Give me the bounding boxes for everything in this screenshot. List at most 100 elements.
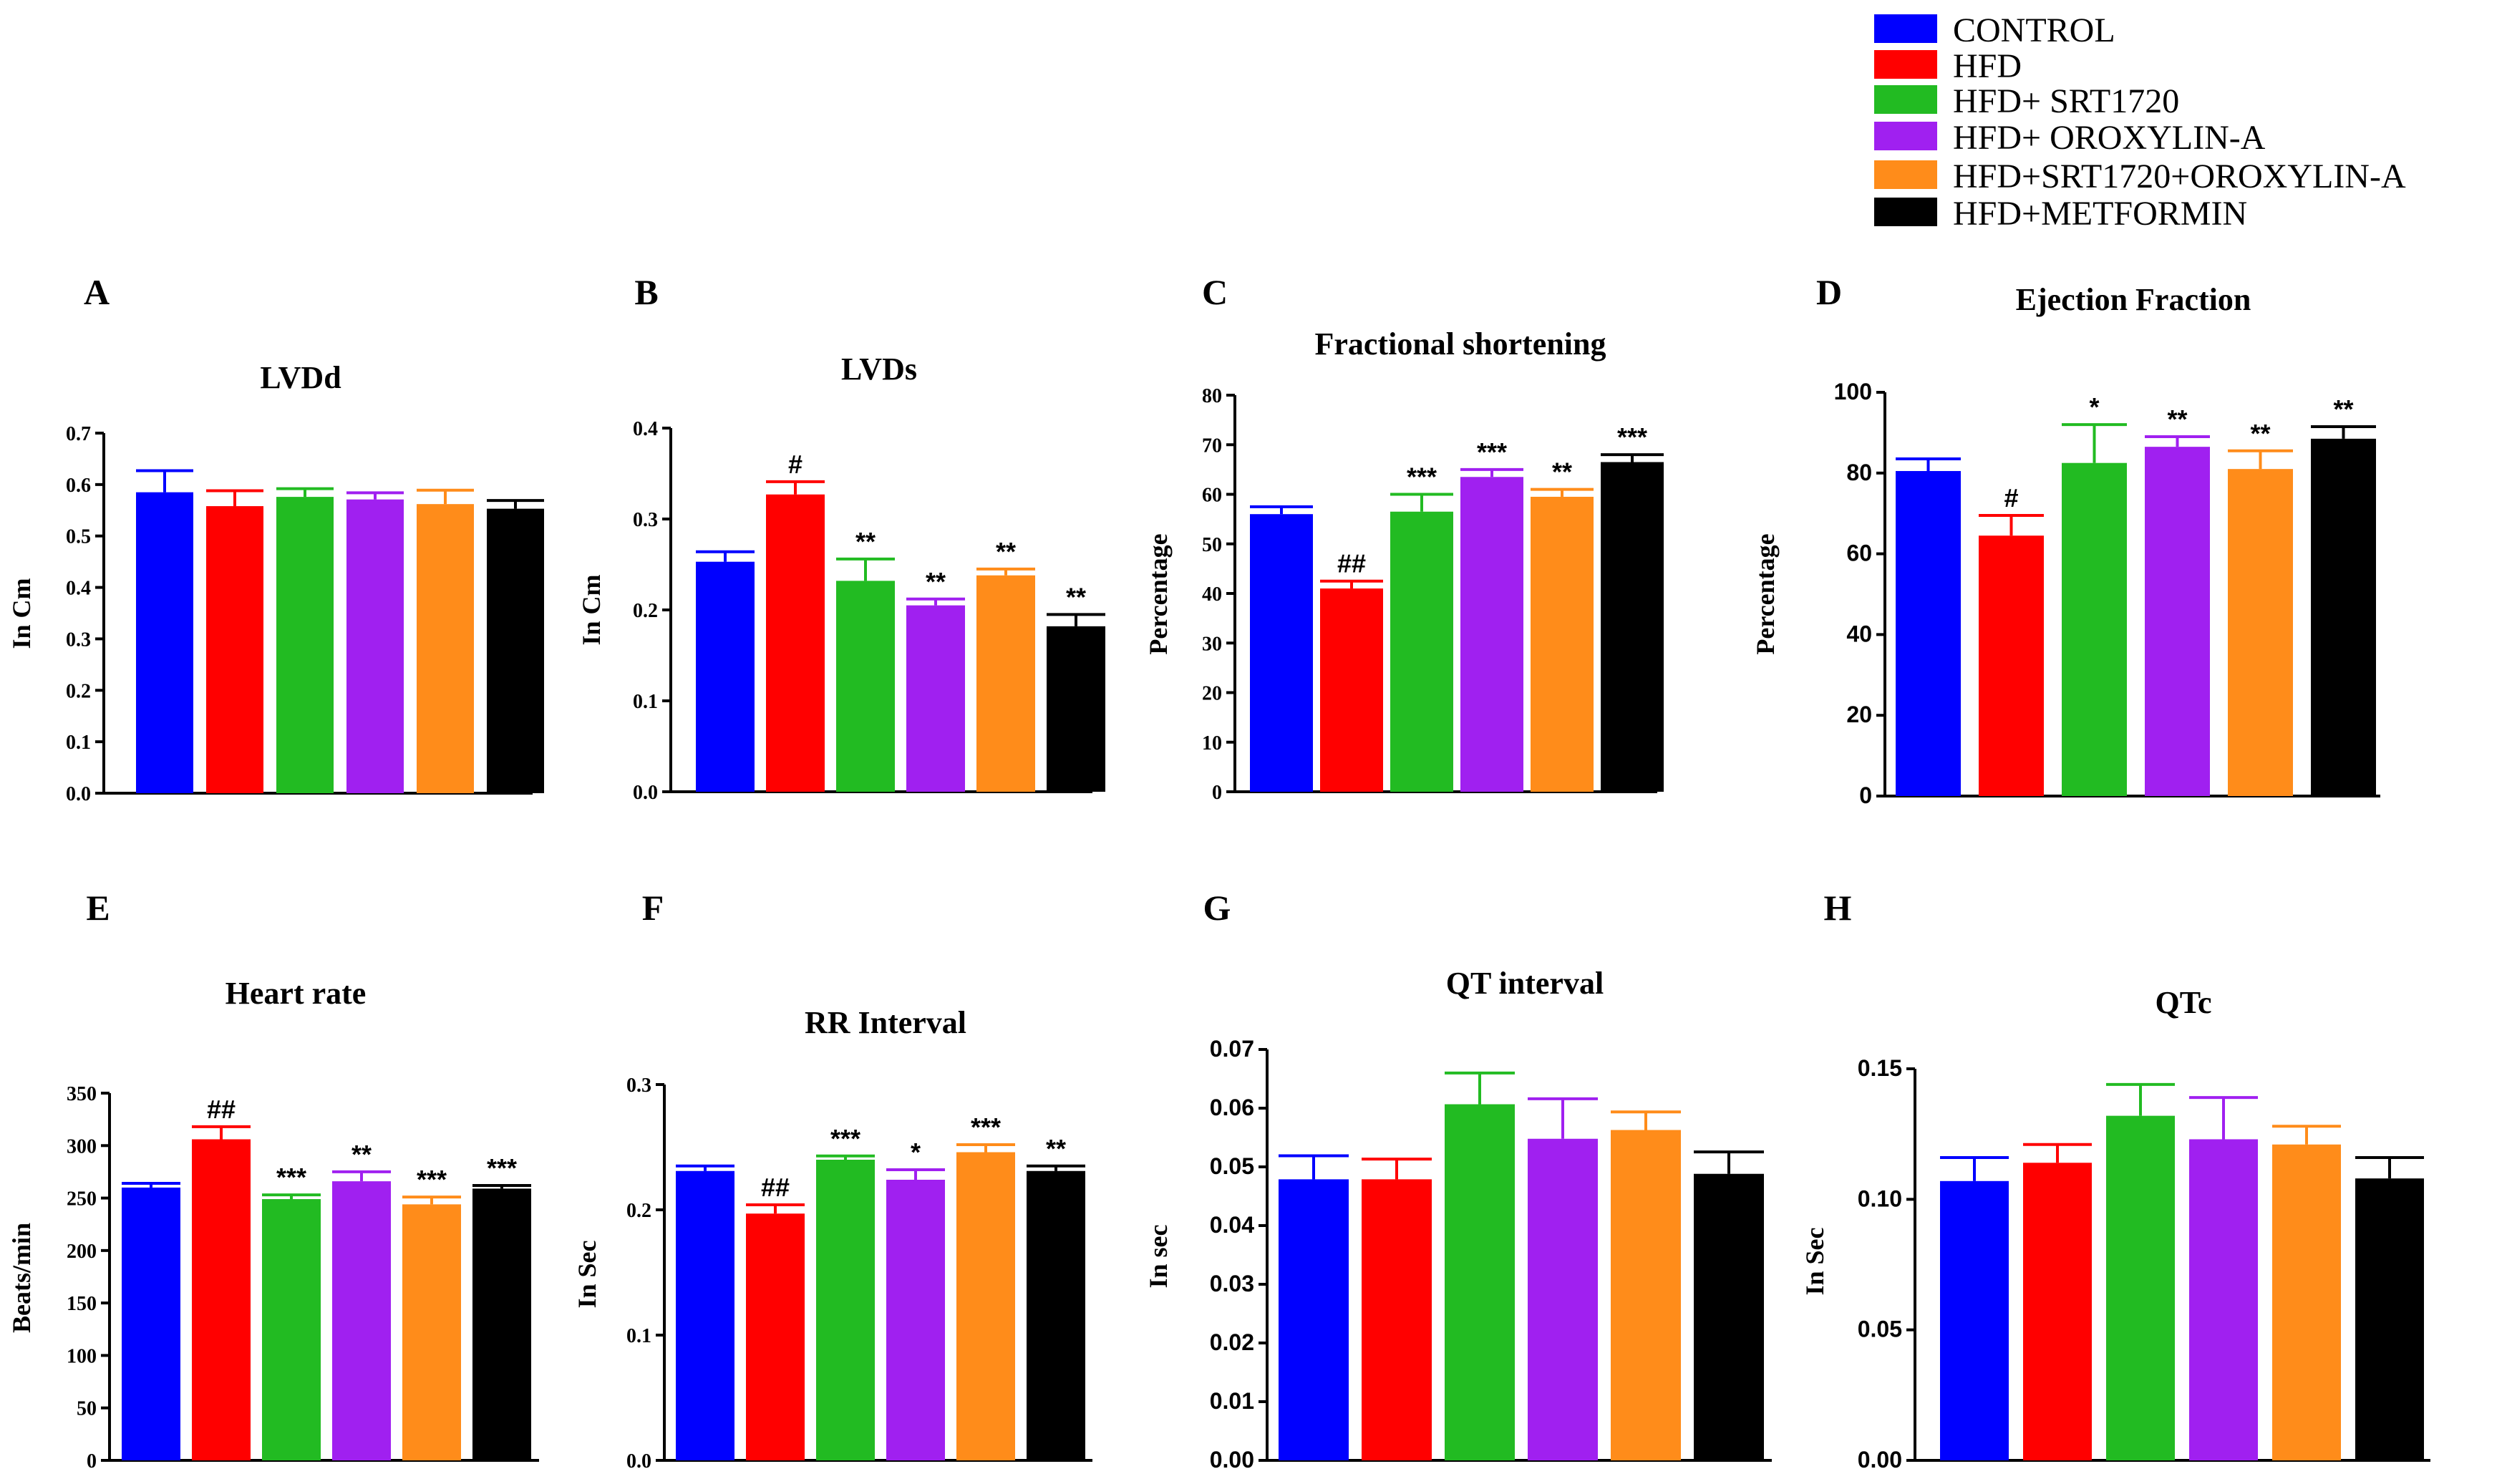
y-tick-label: 50 — [77, 1398, 97, 1420]
y-axis-label: Percentage — [1751, 533, 1780, 654]
bar-2 — [206, 506, 263, 793]
panels: A LVDd In Cm 0.0 0.1 0.2 0.3 0.4 0.5 0.6 0.7 B LVDs I… — [7, 272, 2430, 1473]
bar-2 — [192, 1139, 251, 1460]
y-axis-label: In Cm — [577, 574, 606, 645]
y-tick-label: 20 — [1846, 702, 1872, 727]
significance-marker: ** — [2333, 394, 2353, 424]
bar-1 — [1896, 470, 1961, 796]
bar-6 — [2311, 438, 2376, 796]
significance-marker: ** — [2167, 404, 2187, 434]
chart-title: QT interval — [1446, 966, 1604, 1001]
bar-3 — [1445, 1104, 1515, 1460]
y-tick-label: 0.2 — [633, 600, 658, 622]
panel-letter: D — [1816, 272, 1842, 312]
bar-5 — [2272, 1144, 2341, 1460]
significance-marker: *** — [830, 1124, 860, 1153]
panel-g: G QT interval In sec 0.00 0.01 0.02 0.03 0.04 0.… — [1144, 888, 1772, 1473]
bar-6 — [1601, 462, 1664, 792]
significance-marker: * — [2089, 392, 2099, 422]
bar-4 — [906, 605, 965, 792]
panel-c: C Fractional shortening Percentage 0 10 20 30 4… — [1144, 272, 1664, 804]
bar-3 — [836, 581, 895, 792]
y-tick-label: 0.1 — [626, 1325, 651, 1347]
panel-e: E Heart rate Beats/min 0 50 100 150 200 250 300 35… — [7, 888, 539, 1473]
y-axis-label: Beats/min — [7, 1223, 36, 1333]
bar-4 — [332, 1181, 391, 1460]
y-tick-label: 80 — [1846, 460, 1872, 485]
y-tick-label: 60 — [1846, 540, 1872, 566]
bar-3 — [2106, 1115, 2175, 1460]
bar-4 — [346, 499, 404, 793]
y-tick-label: 0.06 — [1210, 1095, 1254, 1120]
legend-label: HFD+ OROXYLIN-A — [1953, 119, 2266, 157]
chart-title: RR Interval — [805, 1005, 966, 1040]
significance-marker: ** — [926, 567, 946, 596]
significance-marker: * — [911, 1138, 921, 1167]
chart-title: LVDd — [260, 360, 341, 395]
y-tick-label: 0.04 — [1210, 1212, 1254, 1238]
bar-1 — [1940, 1180, 2009, 1460]
bar-2 — [1320, 588, 1383, 792]
chart-title: QTc — [2155, 985, 2211, 1020]
chart-title: Heart rate — [226, 976, 367, 1011]
significance-marker: *** — [1407, 462, 1437, 492]
legend-swatch — [1874, 50, 1937, 79]
y-tick-label: 60 — [1202, 485, 1222, 507]
y-tick-label: 200 — [67, 1241, 97, 1263]
legend-label: HFD — [1953, 47, 2022, 85]
bar-2 — [2023, 1163, 2092, 1460]
chart-title: Fractional shortening — [1315, 326, 1606, 362]
bar-4 — [2189, 1139, 2258, 1460]
bar-1 — [676, 1170, 734, 1460]
bar-6 — [2355, 1178, 2424, 1460]
bar-5 — [1611, 1130, 1681, 1460]
legend-swatch — [1874, 198, 1937, 226]
y-tick-label: 0.4 — [66, 578, 91, 600]
y-tick-label: 0.2 — [626, 1200, 651, 1222]
y-tick-label: 70 — [1202, 435, 1222, 457]
significance-marker: ** — [1066, 582, 1086, 611]
significance-marker: ## — [1337, 549, 1366, 578]
bar-2 — [766, 494, 825, 792]
bar-5 — [956, 1152, 1015, 1460]
y-tick-label: 0 — [87, 1450, 97, 1473]
y-tick-label: 0 — [1212, 782, 1222, 804]
bar-6 — [472, 1188, 531, 1460]
significance-marker: ** — [351, 1140, 372, 1169]
y-tick-label: 0.05 — [1858, 1316, 1902, 1342]
y-tick-label: 0.5 — [66, 526, 91, 548]
y-tick-label: 0.15 — [1858, 1055, 1902, 1081]
y-axis-label: Percentage — [1144, 533, 1173, 654]
y-tick-label: 0.03 — [1210, 1271, 1254, 1296]
panel-h: H QTc In Sec 0.00 0.05 0.10 0.15 — [1800, 888, 2430, 1473]
y-axis-label: In Cm — [7, 578, 36, 649]
y-tick-label: 10 — [1202, 732, 1222, 755]
y-tick-label: 0.3 — [633, 509, 658, 531]
bar-5 — [402, 1204, 461, 1460]
bar-1 — [136, 492, 193, 793]
y-tick-label: 0.7 — [66, 423, 91, 445]
y-tick-label: 40 — [1846, 621, 1872, 646]
y-tick-label: 300 — [67, 1135, 97, 1158]
y-tick-label: 350 — [67, 1083, 97, 1105]
significance-marker: ## — [207, 1095, 236, 1124]
bar-3 — [816, 1160, 875, 1460]
y-axis-label: In sec — [1144, 1224, 1173, 1288]
bar-5 — [1531, 496, 1594, 792]
y-tick-label: 0.2 — [66, 680, 91, 702]
y-tick-label: 0 — [1859, 782, 1872, 808]
y-tick-label: 0.1 — [633, 691, 658, 713]
bar-3 — [262, 1199, 321, 1460]
y-tick-label: 50 — [1202, 534, 1222, 556]
bar-1 — [1250, 514, 1313, 792]
panel-letter: B — [634, 272, 658, 312]
legend-swatch — [1874, 160, 1937, 189]
panel-d: D Ejection Fraction Percentage 0 20 40 60 80 100… — [1751, 272, 2380, 808]
y-axis-label: In Sec — [573, 1240, 601, 1308]
bar-3 — [276, 497, 334, 793]
bar-4 — [1528, 1138, 1598, 1460]
significance-marker: *** — [1477, 437, 1507, 467]
y-tick-label: 100 — [67, 1345, 97, 1367]
bar-6 — [1047, 626, 1105, 792]
